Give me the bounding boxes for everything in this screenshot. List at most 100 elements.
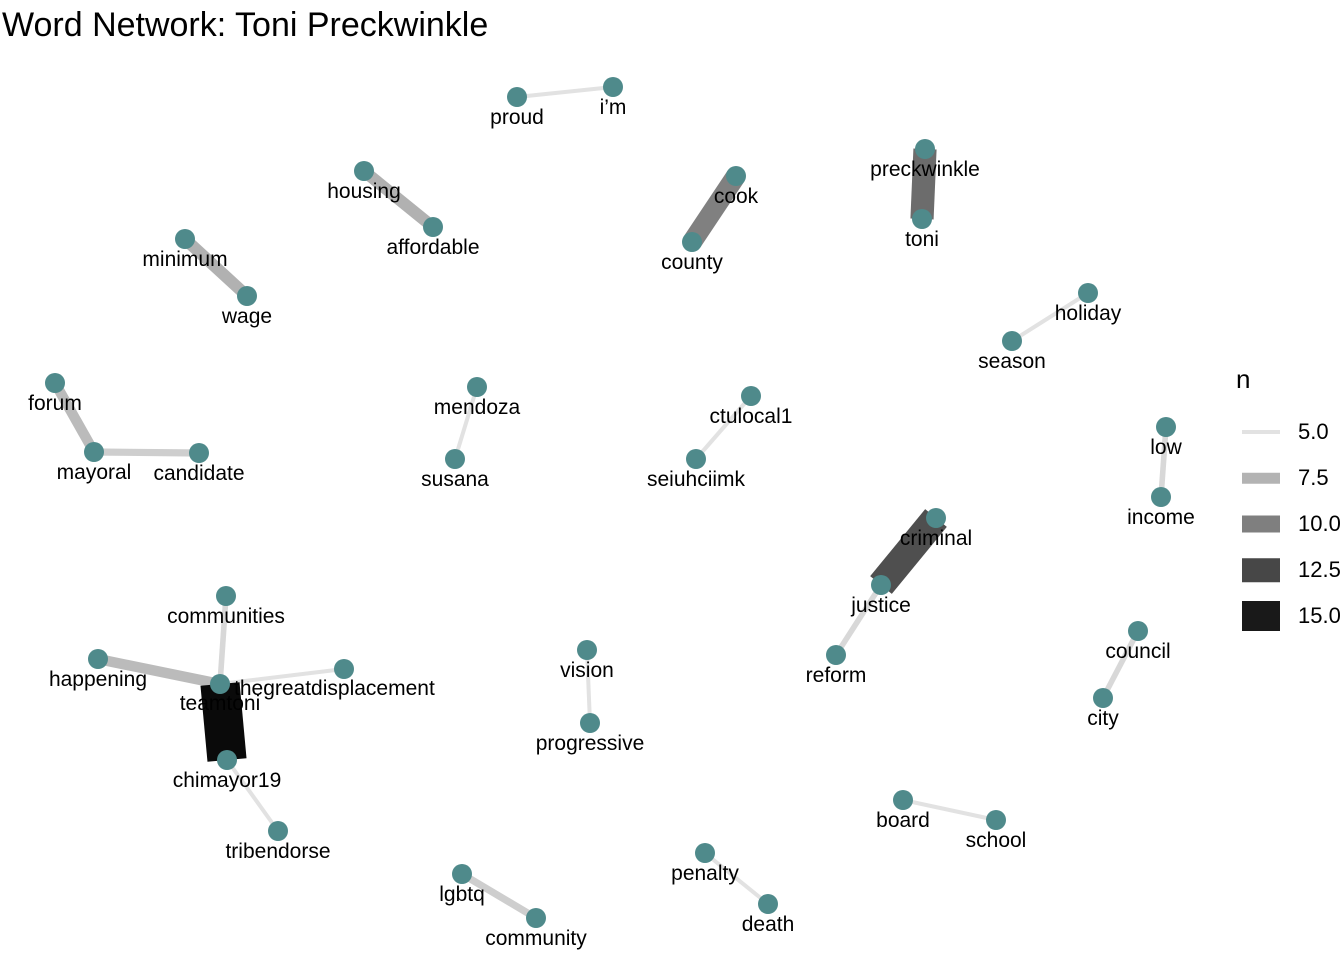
node-proud[interactable] [507,87,527,107]
legend-title: n [1236,364,1251,394]
node-label-board: board [876,809,930,832]
node-layer [45,77,1176,928]
page-title: Word Network: Toni Preckwinkle [2,6,489,44]
node-im[interactable] [603,77,623,97]
node-lgbtq[interactable] [452,864,472,884]
node-death[interactable] [758,894,778,914]
node-label-preckwinkle: preckwinkle [870,158,980,181]
node-progressive[interactable] [580,713,600,733]
node-label-holiday: holiday [1055,302,1122,325]
node-justice[interactable] [871,575,891,595]
node-reform[interactable] [826,645,846,665]
node-board[interactable] [893,790,913,810]
node-label-forum: forum [28,392,82,415]
edge-justice-reform [833,583,884,657]
node-low[interactable] [1156,417,1176,437]
legend-item-5: 5.0 [1242,412,1344,452]
node-label-seiuhciimk: seiuhciimk [647,468,746,491]
node-city[interactable] [1093,688,1113,708]
node-season[interactable] [1002,331,1022,351]
node-chimayor19[interactable] [217,750,237,770]
node-minimum[interactable] [175,229,195,249]
node-tribendorse[interactable] [268,821,288,841]
node-communities[interactable] [216,586,236,606]
node-label-council: council [1105,640,1170,663]
node-label-housing: housing [327,180,401,203]
node-label-vision: vision [560,659,614,682]
node-label-ctulocal1: ctulocal1 [710,405,793,428]
node-label-lgbtq: lgbtq [439,883,485,906]
node-susana[interactable] [445,449,465,469]
edge-cook-county [683,170,745,248]
edge-vision-progressive [585,649,592,724]
edge-mayoral-candidate [93,448,200,457]
node-label-reform: reform [806,664,867,687]
node-label-im: i’m [600,96,627,119]
node-wage[interactable] [237,286,257,306]
node-happening[interactable] [88,649,108,669]
node-label-penalty: penalty [671,862,739,885]
edge-ctulocal1-seiuhciimk [694,394,753,461]
node-label-thegreatdisplacement: thegreatdisplacement [234,677,435,700]
node-label-affordable: affordable [386,236,479,259]
node-affordable[interactable] [423,217,443,237]
edge-low-income [1158,426,1169,498]
node-seiuhciimk[interactable] [686,449,706,469]
legend-swatch [1242,558,1280,582]
node-forum[interactable] [45,373,65,393]
node-vision[interactable] [577,640,597,660]
node-school[interactable] [986,810,1006,830]
node-county[interactable] [682,232,702,252]
legend-item-10: 10.0 [1242,504,1344,544]
node-ctulocal1[interactable] [741,386,761,406]
node-community[interactable] [526,908,546,928]
node-label-progressive: progressive [536,732,645,755]
node-mayoral[interactable] [84,442,104,462]
legend-item-7-5: 7.5 [1242,458,1344,498]
legend-swatch [1242,601,1280,631]
node-label-school: school [966,829,1027,852]
node-label-cook: cook [714,185,759,208]
legend-label: 15.0 [1298,603,1341,628]
legend: n 5.0 7.5 10.0 12.5 15.0 [1236,360,1344,640]
legend-label: 10.0 [1298,511,1341,536]
node-label-death: death [742,913,795,936]
node-label-community: community [485,927,587,950]
node-council[interactable] [1128,621,1148,641]
node-label-chimayor19: chimayor19 [173,769,282,792]
node-cook[interactable] [726,166,746,186]
node-housing[interactable] [354,161,374,181]
legend-swatch [1242,472,1280,484]
edge-penalty-death [703,851,770,906]
node-toni[interactable] [912,209,932,229]
edge-teamtoni-communities [217,595,229,685]
node-teamtoni[interactable] [210,674,230,694]
legend-swatch [1242,515,1280,533]
edge-lgbtq-community [460,870,538,922]
edge-minimum-wage [180,234,252,301]
edge-chimayor19-tribendorse [225,758,280,833]
edge-happening-teamtoni [96,653,222,690]
node-income[interactable] [1151,487,1171,507]
node-label-tribendorse: tribendorse [225,840,330,863]
edge-mendoza-susana [453,386,479,460]
edge-toni-preckwinkle [910,148,937,220]
node-label-susana: susana [421,468,489,491]
legend-label: 7.5 [1298,465,1329,490]
node-thegreatdisplacement[interactable] [334,659,354,679]
node-label-season: season [978,350,1046,373]
edge-proud-im [516,85,614,99]
node-mendoza[interactable] [467,377,487,397]
node-penalty[interactable] [695,843,715,863]
edge-holiday-season [1010,291,1090,343]
node-label-candidate: candidate [153,462,244,485]
node-criminal[interactable] [926,508,946,528]
node-candidate[interactable] [189,443,209,463]
node-preckwinkle[interactable] [915,139,935,159]
node-label-happening: happening [49,668,147,691]
node-label-toni: toni [905,228,939,251]
node-label-city: city [1087,707,1119,730]
node-label-income: income [1127,506,1195,529]
node-holiday[interactable] [1078,283,1098,303]
